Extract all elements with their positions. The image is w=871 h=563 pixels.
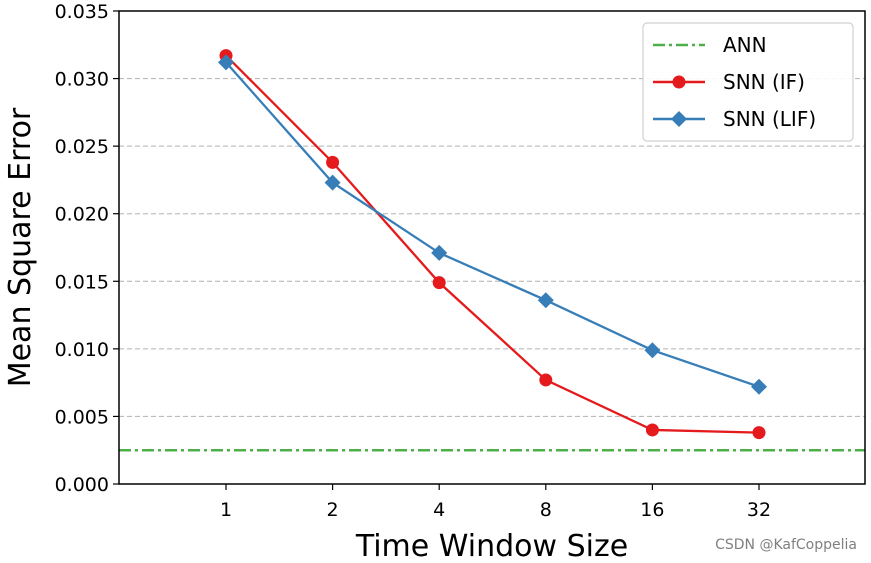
data-point-if	[645, 423, 659, 437]
data-point-lif	[751, 378, 767, 395]
plot-frame	[118, 10, 866, 485]
legend-marker-diamond	[671, 111, 687, 127]
y-axis-label: Mean Square Error	[3, 107, 38, 387]
x-tick-label: 32	[747, 499, 771, 521]
data-point-if	[326, 155, 340, 169]
data-point-lif	[537, 292, 554, 309]
x-tick-label: 16	[640, 499, 664, 521]
data-point-lif	[324, 174, 341, 191]
data-point-lif	[431, 244, 448, 261]
x-tick-label: 8	[540, 499, 552, 521]
y-tick-label: 0.015	[55, 271, 109, 293]
legend-label: ANN	[723, 33, 767, 57]
y-axis: 0.000 0.005 0.010 0.015 0.020 0.025 0.030 0.035	[55, 1, 119, 496]
watermark: CSDN @KafCoppelia	[715, 537, 857, 553]
y-tick-label: 0.020	[55, 204, 109, 226]
legend-marker-circle	[672, 75, 686, 89]
grid-lines	[119, 78, 865, 417]
data-point-if	[539, 373, 553, 387]
y-tick-label: 0.035	[55, 1, 109, 23]
legend: ANN SNN (IF) SNN (LIF)	[642, 22, 854, 142]
y-tick-label: 0.030	[55, 69, 109, 91]
data-point-lif	[644, 342, 661, 359]
legend-label: SNN (IF)	[723, 70, 805, 94]
data-point-if	[752, 426, 766, 440]
legend-box	[642, 22, 854, 142]
data-point-if	[432, 276, 446, 290]
legend-label: SNN (LIF)	[723, 107, 816, 131]
series-line-1	[225, 54, 760, 434]
x-axis: 1 2 4 8 16 32	[220, 484, 771, 521]
x-tick-label: 2	[327, 499, 339, 521]
y-tick-label: 0.005	[55, 406, 109, 428]
x-tick-label: 1	[220, 499, 232, 521]
y-tick-label: 0.000	[55, 474, 109, 496]
x-tick-label: 4	[433, 499, 445, 521]
data-point-lif	[218, 54, 234, 71]
y-tick-label: 0.010	[55, 339, 109, 361]
y-tick-label: 0.025	[55, 136, 109, 158]
series-line-2	[225, 61, 760, 388]
series-layer	[119, 49, 865, 452]
x-axis-label: Time Window Size	[355, 529, 628, 563]
